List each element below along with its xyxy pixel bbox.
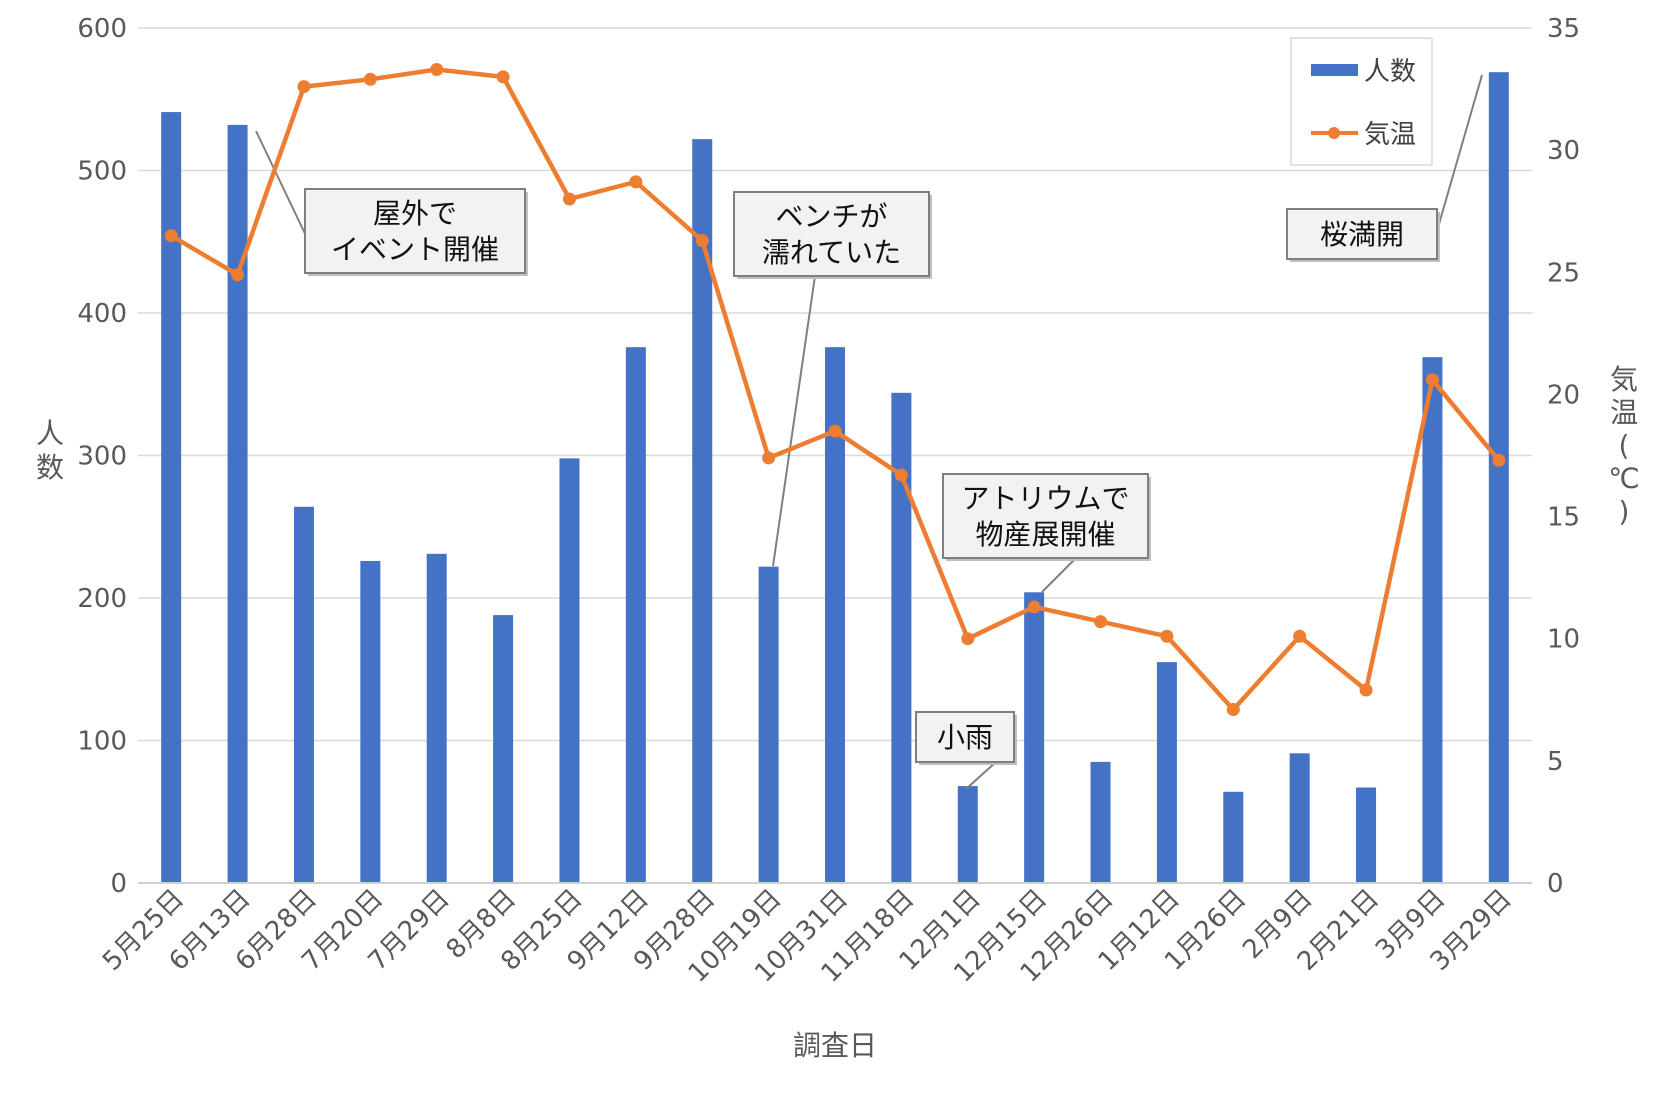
bar	[1356, 787, 1377, 883]
y-left-tick-label: 300	[77, 442, 127, 472]
temperature-point	[1359, 683, 1373, 697]
annotation-text: ベンチが	[775, 200, 887, 233]
annotation-leader-line	[1436, 74, 1483, 232]
annotation-leader-line	[255, 130, 309, 241]
temperature-point	[828, 424, 842, 438]
bar	[692, 139, 713, 883]
bar	[360, 560, 381, 883]
annotation-text: アトリウムで	[961, 482, 1129, 515]
annotation-text: 小雨	[937, 721, 993, 754]
bar-series-people	[161, 72, 1509, 884]
bar	[1024, 592, 1045, 883]
temperature-point	[1094, 615, 1108, 629]
annotation-text: 桜満開	[1320, 218, 1404, 251]
legend-label-people: 人数	[1364, 57, 1416, 87]
bar	[758, 566, 779, 883]
y-axis-right-title: 気温(℃)	[1608, 363, 1639, 528]
legend-line-marker	[1328, 127, 1340, 139]
y-left-tick-label: 600	[77, 14, 127, 44]
temperature-point	[430, 63, 444, 77]
bar	[825, 347, 845, 883]
temperature-point	[164, 229, 178, 243]
bar	[1289, 753, 1310, 883]
bar	[891, 392, 912, 883]
legend-box	[1290, 37, 1433, 166]
line-series-temperature	[164, 63, 1506, 717]
bar	[426, 553, 447, 883]
temperature-point	[961, 632, 975, 646]
y-right-tick-label: 30	[1547, 136, 1580, 166]
y-right-tick-label: 35	[1547, 14, 1580, 44]
bar	[1090, 761, 1111, 883]
temperature-point	[562, 192, 576, 206]
temperature-point	[297, 80, 311, 94]
temperature-point	[496, 70, 510, 84]
bar	[1156, 662, 1177, 883]
legend-bar-swatch	[1311, 64, 1358, 76]
y-right-tick-label: 0	[1547, 869, 1564, 899]
annotation-text: 物産展開催	[975, 518, 1115, 551]
y-left-tick-label: 200	[77, 584, 127, 614]
y-left-tick-label: 500	[77, 157, 127, 187]
temperature-point	[1027, 600, 1041, 614]
temperature-point	[231, 268, 245, 282]
bar	[227, 124, 248, 883]
y-left-tick-label: 100	[77, 727, 127, 757]
y-axis-left-title: 人数	[36, 417, 64, 484]
x-axis-title: 調査日	[793, 1029, 877, 1062]
bar	[1223, 791, 1244, 883]
y-right-tick-label: 15	[1547, 503, 1580, 533]
annotation-callout: 桜満開	[1286, 208, 1440, 262]
temperature-point	[1425, 373, 1439, 387]
temperature-point	[762, 451, 776, 465]
y-axis-right-ticks: 0 5 10 15 20 25 30 35	[1547, 14, 1580, 899]
annotation-text: 屋外で	[373, 197, 457, 230]
y-right-tick-label: 20	[1547, 380, 1580, 410]
bar	[293, 506, 314, 883]
y-axis-left-ticks: 0 100 200 300 400 500 600	[77, 14, 127, 899]
temperature-point	[1226, 703, 1240, 717]
y-right-tick-label: 5	[1547, 747, 1564, 777]
annotation-text: イベント開催	[331, 233, 499, 266]
legend: 人数 気温	[1290, 37, 1433, 166]
annotation-text: 濡れていた	[762, 236, 901, 269]
temperature-point	[894, 468, 908, 482]
bar	[625, 347, 646, 883]
y-right-tick-label: 10	[1547, 625, 1580, 655]
annotation-leader-line	[1041, 557, 1077, 593]
annotation-leaders	[255, 74, 1483, 790]
bar	[957, 786, 978, 883]
temperature-point	[1293, 629, 1307, 643]
bar	[1422, 357, 1443, 883]
bar	[161, 112, 182, 883]
x-axis-ticks: 5月25日6月13日6月28日7月20日7月29日8月8日8月25日9月12日9…	[97, 884, 1518, 989]
y-right-tick-label: 25	[1547, 258, 1580, 288]
bar	[493, 615, 514, 883]
annotation-callout: 小雨	[915, 711, 1017, 765]
y-left-tick-label: 0	[110, 869, 127, 899]
temperature-point	[363, 72, 377, 86]
bar	[559, 458, 580, 883]
temperature-point	[1492, 453, 1506, 467]
y-left-tick-label: 400	[77, 299, 127, 329]
bar	[1488, 72, 1509, 884]
annotation-leader-line	[965, 761, 997, 790]
annotation-leader-line	[772, 275, 816, 567]
temperature-point	[629, 175, 643, 189]
temperature-point	[1160, 629, 1174, 643]
legend-label-temperature: 気温	[1364, 120, 1416, 150]
temperature-point	[695, 234, 709, 248]
